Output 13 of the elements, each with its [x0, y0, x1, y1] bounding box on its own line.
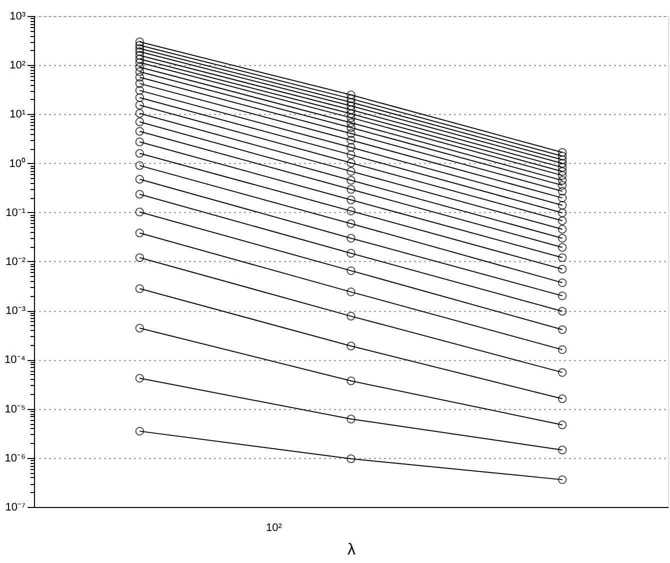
y-tick-label: 10⁰: [9, 156, 26, 170]
text: 10²: [266, 522, 282, 534]
y-tick-label: 10⁻³: [6, 305, 26, 318]
y-tick-label: 10³: [10, 10, 26, 22]
y-tick-label: 10²: [10, 60, 26, 72]
y-tick-label: 10⁻⁴: [4, 354, 26, 366]
y-tick-label: 10⁻⁶: [4, 452, 26, 464]
y-tick-label: 10⁻⁷: [5, 502, 26, 514]
y-tick-label: 10¹: [10, 108, 26, 121]
y-tick-label: 10⁻⁵: [4, 403, 26, 416]
y-tick-label: 10⁻¹: [6, 206, 26, 219]
x-axis-title: λ: [348, 542, 356, 558]
y-tick-label: 10⁻²: [6, 256, 26, 268]
